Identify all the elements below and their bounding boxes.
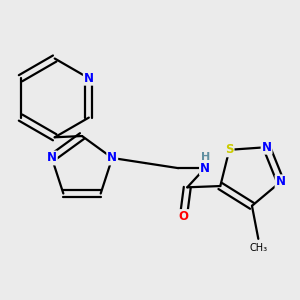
Text: N: N bbox=[200, 162, 210, 175]
Text: S: S bbox=[225, 143, 234, 156]
Text: CH₃: CH₃ bbox=[249, 243, 267, 253]
Text: N: N bbox=[84, 72, 94, 85]
Text: O: O bbox=[178, 210, 188, 223]
Text: N: N bbox=[107, 152, 117, 164]
Text: N: N bbox=[262, 141, 272, 154]
Text: N: N bbox=[276, 175, 286, 188]
Text: H: H bbox=[201, 152, 210, 162]
Text: N: N bbox=[47, 152, 57, 164]
